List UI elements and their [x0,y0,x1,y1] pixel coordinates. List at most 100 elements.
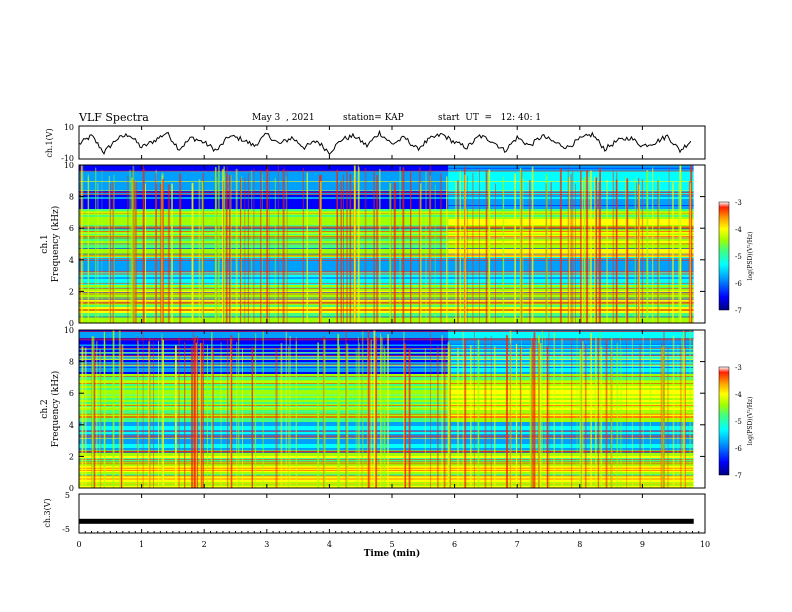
spectrogram-row [448,422,694,425]
ch1-frequency-label: Frequency (kHz) [50,206,61,283]
spectrogram-sferic [503,176,504,323]
spectrogram-line [79,352,694,354]
spectrogram-sferic [112,182,115,323]
spectrogram-sferic [612,171,614,323]
spectrogram-sferic [317,342,319,488]
spectrogram-line [79,407,694,408]
ch3-ytick-top: 5 [65,491,70,500]
spectrogram-sferic [194,337,196,488]
spectrogram-sferic [635,182,637,323]
spectrogram-line [79,181,694,182]
spectrogram-sferic [93,349,96,488]
spectrogram-row [79,203,449,206]
spectrogram-sferic [420,183,422,323]
spectrogram-sferic [484,336,487,488]
spectrogram-line [79,309,694,310]
spectrogram-row [79,261,449,264]
spectrogram-sferic [434,184,436,323]
spectrogram-sferic [87,174,89,323]
spectrogram-sferic [544,335,546,488]
ch2-spectrogram-image [79,330,705,489]
spectrogram-sferic [688,181,690,323]
spectrogram-line [79,451,694,452]
spectrogram-line [79,467,694,469]
spectrogram-line [79,338,694,340]
spectrogram-sferic [550,182,552,323]
spectrogram-sferic [286,169,288,323]
spectrogram-sferic [367,330,370,488]
spectrogram-sferic [236,341,238,488]
ytick-label: 10 [64,326,74,335]
spectrogram-line [79,356,694,358]
spectrogram-sferic [218,165,220,323]
spectrogram-sferic [358,167,360,323]
spectrogram-line [79,383,694,384]
spectrogram-line [79,292,694,293]
spectrogram-row [79,281,449,284]
spectrogram-sferic [143,168,145,323]
spectrogram-row [79,231,449,234]
spectrogram-sferic [251,170,253,323]
spectrogram-sferic [92,336,95,488]
spectrogram-row [79,181,449,184]
spectrogram-row [79,179,449,182]
spectrogram-row [79,299,449,302]
spectrogram-sferic [251,347,253,488]
spectrogram-sferic [295,336,297,488]
spectrogram-row [448,356,694,359]
spectrogram-row [448,370,694,373]
spectrogram-sferic [162,340,164,488]
spectrogram-row [448,376,694,379]
ch1-cb-tick-3: -3 [735,199,742,207]
spectrogram-row [79,295,449,298]
spectrogram-row [448,354,694,357]
spectrogram-sferic [221,168,224,323]
spectrogram-sferic [145,183,146,323]
spectrogram-row [448,412,694,415]
spectrogram-sferic [541,330,543,488]
spectrogram-sferic [571,338,573,488]
spectrogram-sferic [320,181,322,323]
spectrogram-sferic [559,168,562,323]
spectrogram-row [79,221,449,224]
spectrogram-row [448,464,694,467]
spectrogram-sferic [634,177,636,323]
spectrogram-sferic [284,166,285,323]
spectrogram-sferic [485,170,488,323]
xtick-label: 5 [389,540,394,549]
spectrogram-row [79,279,449,282]
spectrogram-sferic [364,167,367,323]
spectrogram-row [448,438,694,441]
spectrogram-sferic [597,337,599,488]
spectrogram-row [448,336,694,339]
spectrogram-sferic [132,179,134,323]
spectrogram-sferic [191,346,193,488]
spectrogram-row [448,484,694,487]
spectrogram-sferic [161,339,163,488]
spectrogram-line [79,288,694,289]
spectrogram-sferic [346,170,348,323]
ch3-waveform-ylabel: ch.3(V) [43,498,52,527]
spectrogram-sferic [663,331,665,488]
spectrogram-line [79,452,694,453]
spectrogram-sferic [619,333,621,488]
spectrogram-sferic [262,173,263,323]
spectrogram-sferic [393,182,396,323]
spectrogram-row [79,249,449,252]
ytick-label: 4 [69,421,74,430]
spectrogram-sferic [359,342,360,488]
ch1-waveform-ylabel: ch.1(V) [45,128,54,157]
spectrogram-row [448,480,694,483]
spectrogram-sferic [289,335,291,488]
spectrogram-sferic [626,340,627,488]
spectrogram-row [448,472,694,475]
spectrogram-sferic [599,332,602,488]
spectrogram-line [79,355,694,356]
spectrogram-sferic [349,174,352,323]
ch2-colorbar-gradient [718,366,730,476]
spectrogram-row [79,267,449,270]
spectrogram-sferic [454,181,457,323]
spectrogram-sferic [581,179,584,323]
spectrogram-sferic [561,338,564,488]
spectrogram-sferic [600,346,603,488]
